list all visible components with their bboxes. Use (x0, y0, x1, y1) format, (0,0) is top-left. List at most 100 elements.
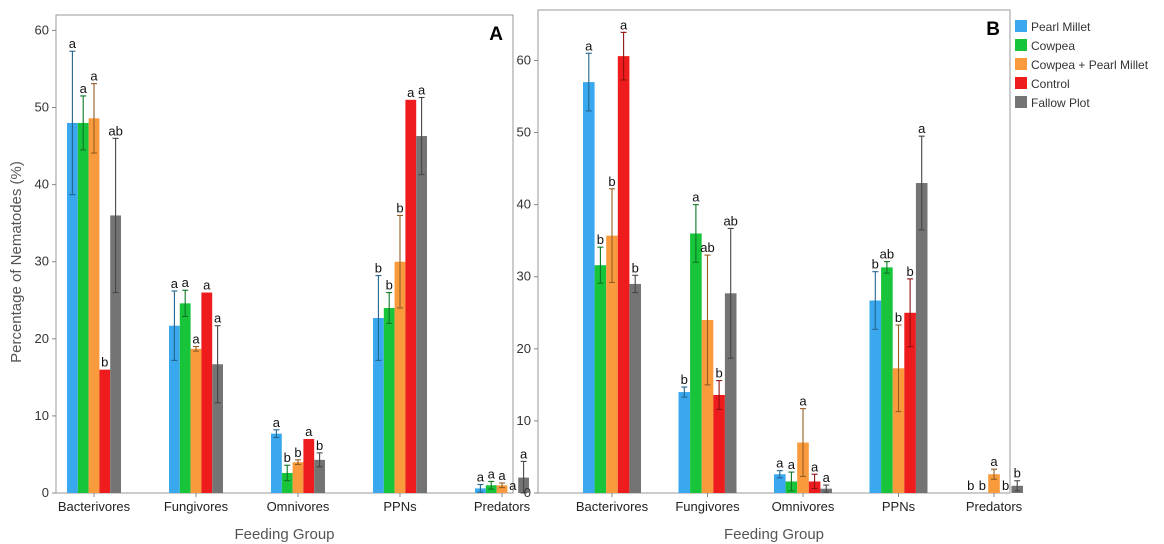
significance-label: a (990, 454, 998, 469)
significance-label: a (273, 415, 281, 430)
bar (988, 474, 1000, 493)
bar (179, 303, 191, 493)
significance-label: ab (108, 123, 122, 138)
significance-label: b (597, 232, 604, 247)
panel-b: 0102030405060BacterivoresabbabFungivores… (517, 9, 1023, 543)
y-tick-label: 50 (517, 125, 531, 140)
x-tick-label: Bacterivores (576, 499, 649, 514)
y-tick-label: 60 (35, 22, 49, 37)
significance-label: ab (723, 213, 737, 228)
y-tick-label: 40 (35, 177, 49, 192)
significance-label: a (171, 276, 179, 291)
significance-label: a (585, 38, 593, 53)
significance-label: a (203, 278, 211, 293)
significance-label: a (788, 457, 796, 472)
bar (99, 369, 111, 493)
significance-label: b (396, 200, 403, 215)
significance-label: b (284, 450, 291, 465)
significance-label: b (715, 366, 722, 381)
significance-label: b (967, 478, 974, 493)
significance-label: a (520, 446, 528, 461)
bar (303, 439, 315, 493)
bar (690, 233, 702, 494)
bar (881, 267, 893, 493)
y-tick-label: 30 (517, 269, 531, 284)
bar (88, 118, 100, 493)
bar (583, 82, 595, 494)
significance-label: a (477, 470, 485, 485)
y-axis-title: Percentage of Nematodes (%) (8, 161, 25, 363)
significance-label: a (69, 36, 77, 51)
bar (212, 364, 223, 493)
significance-label: b (979, 478, 986, 493)
bar (201, 292, 213, 493)
legend: Pearl Millet Cowpea Cowpea + Pearl Millet C… (1015, 20, 1149, 110)
significance-label: a (418, 82, 426, 97)
legend-swatch (1015, 96, 1027, 108)
bar (724, 293, 737, 493)
bar (594, 265, 607, 493)
y-tick-label: 0 (524, 485, 531, 500)
bar (169, 325, 180, 493)
significance-label: a (811, 459, 819, 474)
x-tick-label: Bacterivores (58, 499, 131, 514)
bar (77, 122, 89, 493)
significance-label: a (498, 468, 506, 483)
x-tick-label: Fungivores (164, 499, 229, 514)
x-tick-label: Omnivores (267, 499, 330, 514)
y-tick-label: 40 (517, 197, 531, 212)
bar (496, 485, 508, 493)
x-tick-label: Fungivores (675, 499, 740, 514)
significance-label: a (182, 275, 190, 290)
significance-label: a (407, 85, 415, 100)
x-tick-label: PPNs (383, 499, 417, 514)
significance-label: ab (700, 240, 714, 255)
significance-label: b (1002, 478, 1009, 493)
significance-label: a (509, 478, 517, 493)
bar (915, 183, 928, 493)
panel-label: B (986, 19, 1000, 40)
significance-label: b (608, 174, 615, 189)
significance-label: b (1014, 466, 1021, 481)
significance-label: a (192, 332, 200, 347)
x-axis-title: Feeding Group (234, 526, 334, 543)
bar (678, 392, 691, 493)
significance-label: b (316, 438, 323, 453)
x-tick-label: Omnivores (772, 499, 835, 514)
bar (281, 472, 293, 493)
legend-label: Cowpea + Pearl Millet (1031, 58, 1149, 72)
legend-label: Fallow Plot (1031, 96, 1090, 110)
bar (271, 433, 282, 493)
x-tick-label: PPNs (882, 499, 916, 514)
bar (606, 235, 618, 493)
panel-a: 0102030405060BacterivoresaaababFungivore… (35, 14, 531, 543)
legend-swatch (1015, 58, 1027, 70)
bar (869, 300, 882, 493)
significance-label: a (692, 190, 700, 205)
significance-label: b (101, 355, 108, 370)
bar (314, 459, 325, 493)
plot-frame (55, 14, 514, 494)
significance-label: b (906, 264, 913, 279)
significance-label: b (375, 261, 382, 276)
significance-label: a (918, 121, 926, 136)
y-tick-label: 20 (35, 331, 49, 346)
legend-label: Control (1031, 77, 1070, 91)
significance-label: a (214, 311, 222, 326)
significance-label: a (620, 17, 628, 32)
panel-label: A (489, 24, 503, 45)
bar (713, 394, 725, 493)
bar (617, 56, 630, 493)
y-tick-label: 60 (517, 52, 531, 67)
legend-swatch (1015, 20, 1027, 32)
bar (373, 317, 384, 493)
y-tick-label: 50 (35, 100, 49, 115)
significance-label: a (305, 424, 313, 439)
x-axis-title: Feeding Group (724, 526, 824, 543)
significance-label: a (80, 81, 88, 96)
significance-label: b (386, 278, 393, 293)
bar (774, 474, 786, 493)
bar (405, 99, 417, 493)
significance-label: a (488, 466, 496, 481)
